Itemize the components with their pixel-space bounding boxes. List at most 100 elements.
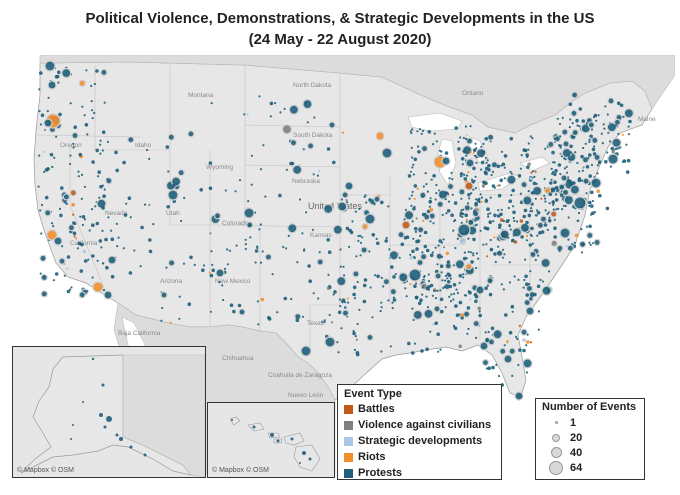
event-marker[interactable] xyxy=(466,306,471,310)
event-marker[interactable] xyxy=(224,189,227,192)
event-marker[interactable] xyxy=(256,300,259,303)
event-marker[interactable] xyxy=(376,274,380,279)
event-marker[interactable] xyxy=(588,241,591,244)
event-marker[interactable] xyxy=(433,132,436,135)
event-marker[interactable] xyxy=(535,209,539,212)
event-marker[interactable] xyxy=(419,298,423,302)
event-marker[interactable] xyxy=(392,296,395,299)
event-marker[interactable] xyxy=(221,284,224,287)
event-marker[interactable] xyxy=(551,171,555,174)
event-marker[interactable] xyxy=(423,230,428,235)
event-marker[interactable] xyxy=(318,169,321,173)
event-marker[interactable] xyxy=(438,149,442,152)
event-marker[interactable] xyxy=(71,203,75,207)
event-marker[interactable] xyxy=(44,209,52,217)
event-marker[interactable] xyxy=(79,215,82,218)
event-marker[interactable] xyxy=(533,292,537,297)
event-marker[interactable] xyxy=(460,157,465,161)
event-marker[interactable] xyxy=(585,122,588,125)
event-marker[interactable] xyxy=(452,283,457,287)
event-marker[interactable] xyxy=(590,204,594,208)
event-marker[interactable] xyxy=(78,79,86,87)
event-marker[interactable] xyxy=(187,302,192,306)
event-marker[interactable] xyxy=(454,259,465,270)
event-marker[interactable] xyxy=(585,165,590,169)
event-marker[interactable] xyxy=(484,331,487,334)
event-marker[interactable] xyxy=(596,189,600,193)
event-marker[interactable] xyxy=(409,253,412,256)
event-marker[interactable] xyxy=(70,286,73,289)
event-marker[interactable] xyxy=(496,252,499,255)
event-marker[interactable] xyxy=(384,239,389,243)
event-marker[interactable] xyxy=(412,163,415,166)
event-marker[interactable] xyxy=(276,311,279,314)
event-marker[interactable] xyxy=(359,254,362,257)
event-marker[interactable] xyxy=(288,104,299,115)
event-marker[interactable] xyxy=(600,132,603,135)
event-marker[interactable] xyxy=(450,213,454,217)
event-marker[interactable] xyxy=(540,230,545,234)
event-marker[interactable] xyxy=(411,128,414,131)
event-marker[interactable] xyxy=(209,273,214,278)
event-marker[interactable] xyxy=(446,182,455,191)
event-marker[interactable] xyxy=(588,138,591,141)
event-marker[interactable] xyxy=(511,310,514,313)
event-marker[interactable] xyxy=(590,213,593,216)
event-marker[interactable] xyxy=(40,232,43,235)
event-marker[interactable] xyxy=(58,207,62,210)
event-marker[interactable] xyxy=(467,171,470,174)
event-marker[interactable] xyxy=(530,207,533,210)
event-marker[interactable] xyxy=(285,247,288,250)
event-marker[interactable] xyxy=(47,96,50,99)
event-marker[interactable] xyxy=(607,153,619,165)
event-marker[interactable] xyxy=(455,288,458,291)
event-marker[interactable] xyxy=(592,152,597,156)
event-marker[interactable] xyxy=(503,177,506,180)
event-marker[interactable] xyxy=(446,280,451,284)
event-marker[interactable] xyxy=(44,195,49,200)
event-marker[interactable] xyxy=(553,172,557,176)
event-marker[interactable] xyxy=(484,137,489,141)
event-marker[interactable] xyxy=(398,272,409,283)
event-marker[interactable] xyxy=(427,280,431,283)
event-marker[interactable] xyxy=(252,425,256,429)
event-marker[interactable] xyxy=(445,212,448,215)
event-marker[interactable] xyxy=(625,143,628,146)
event-marker[interactable] xyxy=(417,226,425,234)
event-marker[interactable] xyxy=(435,192,438,195)
event-marker[interactable] xyxy=(328,313,331,317)
event-marker[interactable] xyxy=(97,170,101,174)
event-marker[interactable] xyxy=(189,255,193,260)
event-marker[interactable] xyxy=(358,207,361,210)
event-marker[interactable] xyxy=(567,216,570,219)
event-marker[interactable] xyxy=(67,224,76,232)
event-marker[interactable] xyxy=(390,265,394,269)
event-marker[interactable] xyxy=(341,298,346,302)
event-marker[interactable] xyxy=(307,142,315,150)
event-marker[interactable] xyxy=(259,261,263,264)
event-marker[interactable] xyxy=(485,161,488,164)
event-marker[interactable] xyxy=(39,272,42,275)
event-marker[interactable] xyxy=(486,207,490,211)
event-marker[interactable] xyxy=(213,212,222,220)
event-marker[interactable] xyxy=(554,198,559,202)
event-marker[interactable] xyxy=(619,146,622,149)
event-marker[interactable] xyxy=(295,318,300,323)
event-marker[interactable] xyxy=(274,102,277,105)
event-marker[interactable] xyxy=(115,222,118,225)
event-marker[interactable] xyxy=(368,250,371,253)
event-marker[interactable] xyxy=(422,219,425,222)
event-marker[interactable] xyxy=(458,281,461,284)
hawaii-inset[interactable]: © Mapbox © OSM xyxy=(207,402,335,478)
event-marker[interactable] xyxy=(589,134,593,139)
event-marker[interactable] xyxy=(409,170,413,173)
event-marker[interactable] xyxy=(90,100,93,103)
event-marker[interactable] xyxy=(244,243,247,246)
event-marker[interactable] xyxy=(42,150,45,153)
event-marker[interactable] xyxy=(487,366,492,371)
event-marker[interactable] xyxy=(452,324,456,327)
event-marker[interactable] xyxy=(439,297,444,302)
event-marker[interactable] xyxy=(588,153,592,157)
event-marker[interactable] xyxy=(468,290,472,295)
event-marker[interactable] xyxy=(316,174,319,177)
